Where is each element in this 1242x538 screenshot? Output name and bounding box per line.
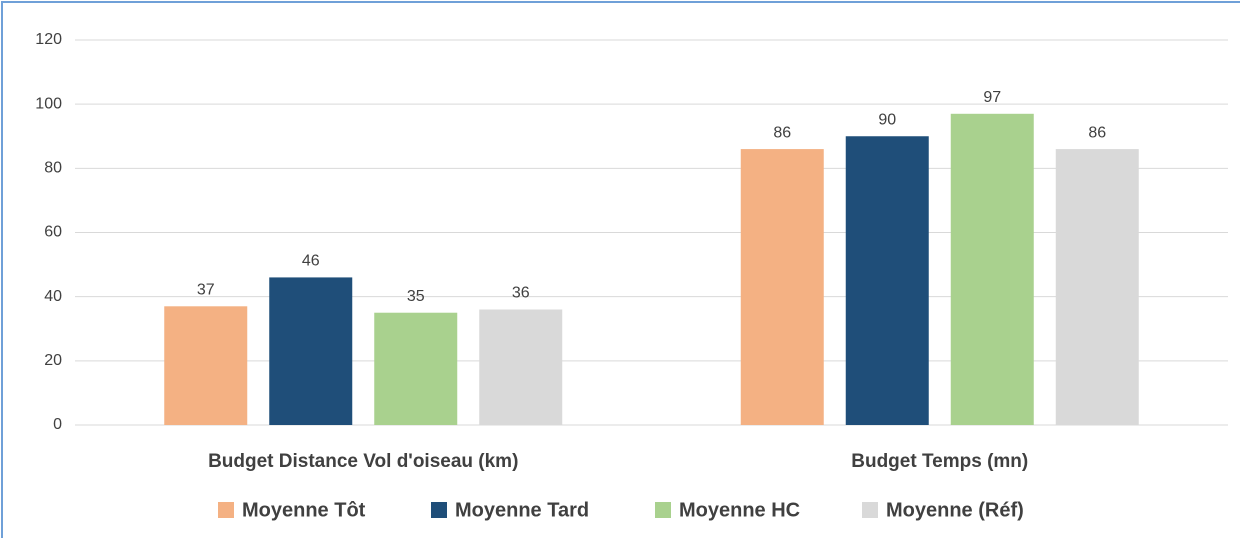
bar (479, 309, 563, 425)
y-tick-label: 60 (44, 224, 62, 241)
data-label: 86 (773, 124, 791, 141)
data-label: 90 (878, 111, 896, 128)
x-tick-label: Budget Distance Vol d'oiseau (km) (208, 451, 518, 472)
legend-label: Moyenne HC (679, 499, 800, 521)
y-tick-label: 20 (44, 352, 62, 369)
legend-label: Moyenne (Réf) (886, 499, 1024, 521)
legend-swatch (218, 502, 234, 518)
y-tick-label: 80 (44, 160, 62, 177)
data-label: 46 (302, 253, 320, 270)
bar (950, 113, 1034, 426)
bar (164, 306, 248, 425)
bar (374, 312, 458, 425)
x-tick-label: Budget Temps (mn) (851, 451, 1028, 472)
y-tick-label: 0 (53, 416, 62, 433)
data-label: 97 (983, 89, 1001, 106)
legend-swatch (655, 502, 671, 518)
data-label: 35 (407, 288, 425, 305)
legend-label: Moyenne Tard (455, 499, 589, 521)
bar (1055, 149, 1139, 426)
bar (845, 136, 929, 425)
y-tick-label: 100 (35, 95, 62, 112)
bar (269, 277, 353, 425)
bar (740, 149, 824, 426)
legend-swatch (431, 502, 447, 518)
y-tick-label: 40 (44, 288, 62, 305)
data-label: 36 (512, 285, 530, 302)
data-label: 37 (197, 282, 215, 299)
legend-label: Moyenne Tôt (242, 499, 366, 521)
data-label: 86 (1088, 124, 1106, 141)
legend-swatch (862, 502, 878, 518)
y-tick-label: 120 (35, 31, 62, 48)
